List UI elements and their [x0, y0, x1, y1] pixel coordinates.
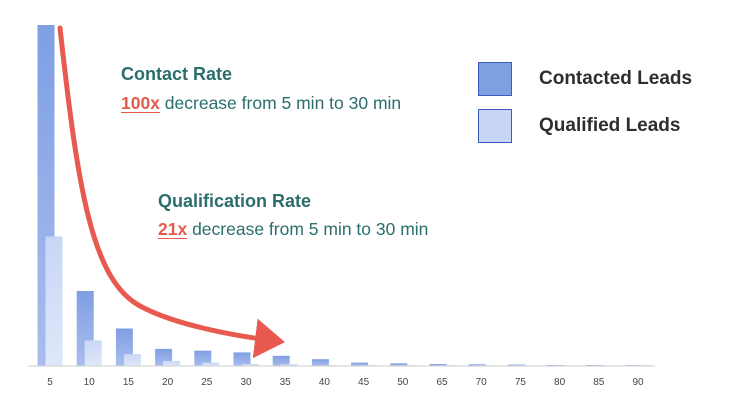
bar-qualified-10 — [84, 340, 102, 366]
bar-contacted-50 — [390, 363, 408, 366]
bar-contacted-25 — [194, 350, 212, 366]
trend-arrow — [57, 25, 285, 359]
qualification-rate-multiplier: 21x — [158, 219, 188, 239]
x-tick-label-85: 85 — [593, 377, 605, 388]
contact-rate-text: decrease from 5 min to 30 min — [159, 93, 402, 113]
bar-contacted-70 — [468, 364, 486, 366]
x-tick-label-45: 45 — [358, 377, 370, 388]
x-tick-label-70: 70 — [476, 377, 488, 388]
x-tick-label-75: 75 — [515, 377, 527, 388]
bar-contacted-40 — [311, 359, 329, 366]
x-tick-label-25: 25 — [201, 377, 213, 388]
bar-qualified-15 — [123, 354, 141, 366]
qualification-rate-text: decrease from 5 min to 30 min — [187, 219, 429, 239]
x-tick-label-35: 35 — [280, 377, 292, 388]
contact-rate-multiplier: 100x — [121, 93, 160, 113]
x-tick-label-15: 15 — [123, 377, 135, 388]
bar-qualified-20 — [163, 360, 181, 366]
x-tick-label-20: 20 — [162, 377, 174, 388]
x-tick-label-80: 80 — [554, 377, 566, 388]
bar-qualified-35 — [280, 364, 298, 366]
legend-item-contacted: Contacted Leads — [478, 62, 692, 96]
bar-contacted-45 — [351, 362, 369, 366]
legend-label-contacted: Contacted Leads — [539, 68, 693, 89]
contact-rate-description: 100x decrease from 5 min to 30 min — [121, 93, 401, 114]
qualification-rate-title: Qualification Rate — [158, 191, 312, 211]
legend-swatch-contacted — [478, 62, 512, 96]
qualification-rate-description: 21x decrease from 5 min to 30 min — [158, 219, 428, 240]
legend-swatch-qualified — [478, 109, 512, 143]
bar-contacted-35 — [272, 355, 290, 366]
x-tick-label-50: 50 — [397, 377, 409, 388]
x-tick-label-90: 90 — [632, 377, 644, 388]
x-tick-labels: 5 10 15 20 25 30 35 40 45 50 65 70 75 80 85 90 — [47, 377, 644, 388]
x-tick-label-30: 30 — [240, 377, 252, 388]
bars-group — [37, 25, 651, 366]
x-tick-label-65: 65 — [436, 377, 448, 388]
legend-item-qualified: Qualified Leads — [478, 109, 680, 143]
bar-contacted-30 — [233, 352, 251, 366]
x-tick-label-5: 5 — [47, 377, 53, 388]
bar-qualified-5 — [45, 236, 63, 366]
x-tick-label-10: 10 — [84, 377, 96, 388]
bar-qualified-25 — [202, 362, 220, 366]
legend-label-qualified: Qualified Leads — [539, 115, 681, 136]
bar-qualified-30 — [241, 364, 259, 366]
bar-contacted-65 — [429, 364, 447, 366]
contact-rate-title: Contact Rate — [121, 64, 233, 84]
x-tick-label-40: 40 — [319, 377, 331, 388]
